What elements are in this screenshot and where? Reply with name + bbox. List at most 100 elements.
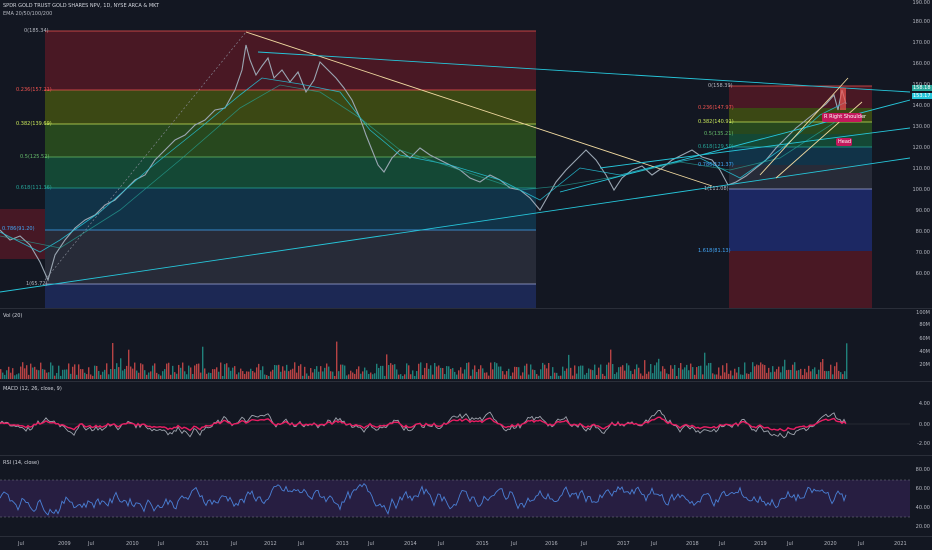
volume-bar <box>472 369 474 379</box>
volume-bar <box>416 371 418 379</box>
volume-bar <box>794 362 796 379</box>
volume-bar <box>562 366 564 379</box>
volume-bar <box>844 371 846 379</box>
fib-r-label: 1(111.08) <box>704 186 729 192</box>
volume-bar <box>652 373 654 379</box>
volume-bar <box>12 368 14 379</box>
volume-bar <box>362 371 364 379</box>
fib-label: 0.382(139.69) <box>16 121 52 127</box>
volume-bar <box>6 370 8 379</box>
volume-bar <box>172 365 174 379</box>
volume-bar <box>636 364 638 379</box>
volume-bar <box>414 375 416 379</box>
fib-r-zone-8 <box>729 251 872 308</box>
volume-bar <box>692 367 694 379</box>
head-box <box>836 138 852 146</box>
volume-bar <box>54 375 56 379</box>
volume-bar <box>378 367 380 379</box>
volume-bars <box>0 341 848 379</box>
volume-bar <box>572 375 574 379</box>
volume-bar <box>698 365 700 379</box>
volume-bar <box>52 365 54 379</box>
macd-panel[interactable]: MACD (12, 26, close, 9) <box>0 382 910 455</box>
volume-bar <box>316 366 318 379</box>
volume-bar <box>516 366 518 379</box>
volume-bar <box>462 373 464 379</box>
volume-bar <box>836 362 838 379</box>
volume-bar <box>200 372 202 379</box>
fib-zone-3 <box>45 124 536 157</box>
volume-bar <box>722 365 724 379</box>
volume-bar <box>664 368 666 379</box>
volume-bar <box>424 367 426 379</box>
volume-bar <box>810 371 812 379</box>
volume-bar <box>730 370 732 379</box>
signal-line <box>0 416 847 432</box>
volume-bar <box>816 374 818 379</box>
volume-bar <box>146 374 148 379</box>
volume-bar <box>70 373 72 379</box>
volume-bar <box>796 370 798 379</box>
volume-bar <box>10 372 12 379</box>
macd-chart <box>0 409 910 439</box>
fib-zone-7 <box>45 284 536 308</box>
divider[interactable] <box>0 455 932 456</box>
volume-bar <box>80 369 82 379</box>
volume-bar <box>330 371 332 379</box>
volume-bar <box>192 374 194 379</box>
volume-bar <box>526 363 528 379</box>
volume-bar <box>842 374 844 379</box>
volume-bar <box>346 375 348 379</box>
time-tick: 2017 <box>617 541 630 547</box>
volume-bar <box>252 370 254 379</box>
volume-bar <box>284 370 286 379</box>
volume-bar <box>326 363 328 379</box>
volume-bar <box>18 373 20 379</box>
volume-bar <box>108 374 110 379</box>
volume-bar <box>24 368 26 379</box>
volume-bar <box>42 369 44 379</box>
volume-bar <box>246 371 248 379</box>
volume-bar <box>706 365 708 379</box>
price-panel[interactable]: SPDR GOLD TRUST GOLD SHARES NPV, 1D, NYS… <box>0 0 910 308</box>
symbol-title: SPDR GOLD TRUST GOLD SHARES NPV, 1D, NYS… <box>3 3 160 9</box>
fib-label: 1(65.72) <box>26 281 48 287</box>
volume-bar <box>328 366 330 379</box>
volume-bar <box>340 364 342 379</box>
volume-bar <box>486 372 488 379</box>
fib-r-zone-1 <box>729 86 872 108</box>
volume-bar <box>86 374 88 379</box>
rsi-panel[interactable]: RSI (14, close) <box>0 456 910 536</box>
volume-bar <box>556 372 558 379</box>
volume-bar <box>606 364 608 379</box>
price-axis[interactable]: 190.00 180.00 170.00 160.00 150.00 140.0… <box>910 0 932 550</box>
channel-upper <box>759 77 849 176</box>
macd-tick: -2.00 <box>917 441 930 447</box>
volume-bar <box>126 365 128 379</box>
volume-bar <box>678 367 680 379</box>
volume-bar <box>484 372 486 379</box>
volume-bar <box>446 366 448 379</box>
volume-bar <box>814 367 816 379</box>
volume-bar <box>254 372 256 379</box>
volume-bar <box>220 362 222 379</box>
volume-bar <box>510 375 512 379</box>
divider[interactable] <box>0 308 932 309</box>
volume-bar <box>182 362 184 379</box>
volume-bar <box>166 363 168 379</box>
volume-bar <box>466 362 468 379</box>
volume-bar <box>184 371 186 379</box>
divider[interactable] <box>0 381 932 382</box>
volume-bar <box>228 367 230 379</box>
divider[interactable] <box>0 536 932 537</box>
volume-bar <box>250 368 252 379</box>
volume-bar <box>514 366 516 379</box>
volume-panel[interactable]: Vol (20) <box>0 309 910 381</box>
volume-bar <box>496 363 498 379</box>
volume-bar <box>386 354 388 379</box>
volume-bar <box>322 371 324 379</box>
volume-bar <box>202 346 204 379</box>
volume-bar <box>4 374 6 379</box>
volume-bar <box>632 374 634 379</box>
rsi-chart <box>0 479 910 518</box>
